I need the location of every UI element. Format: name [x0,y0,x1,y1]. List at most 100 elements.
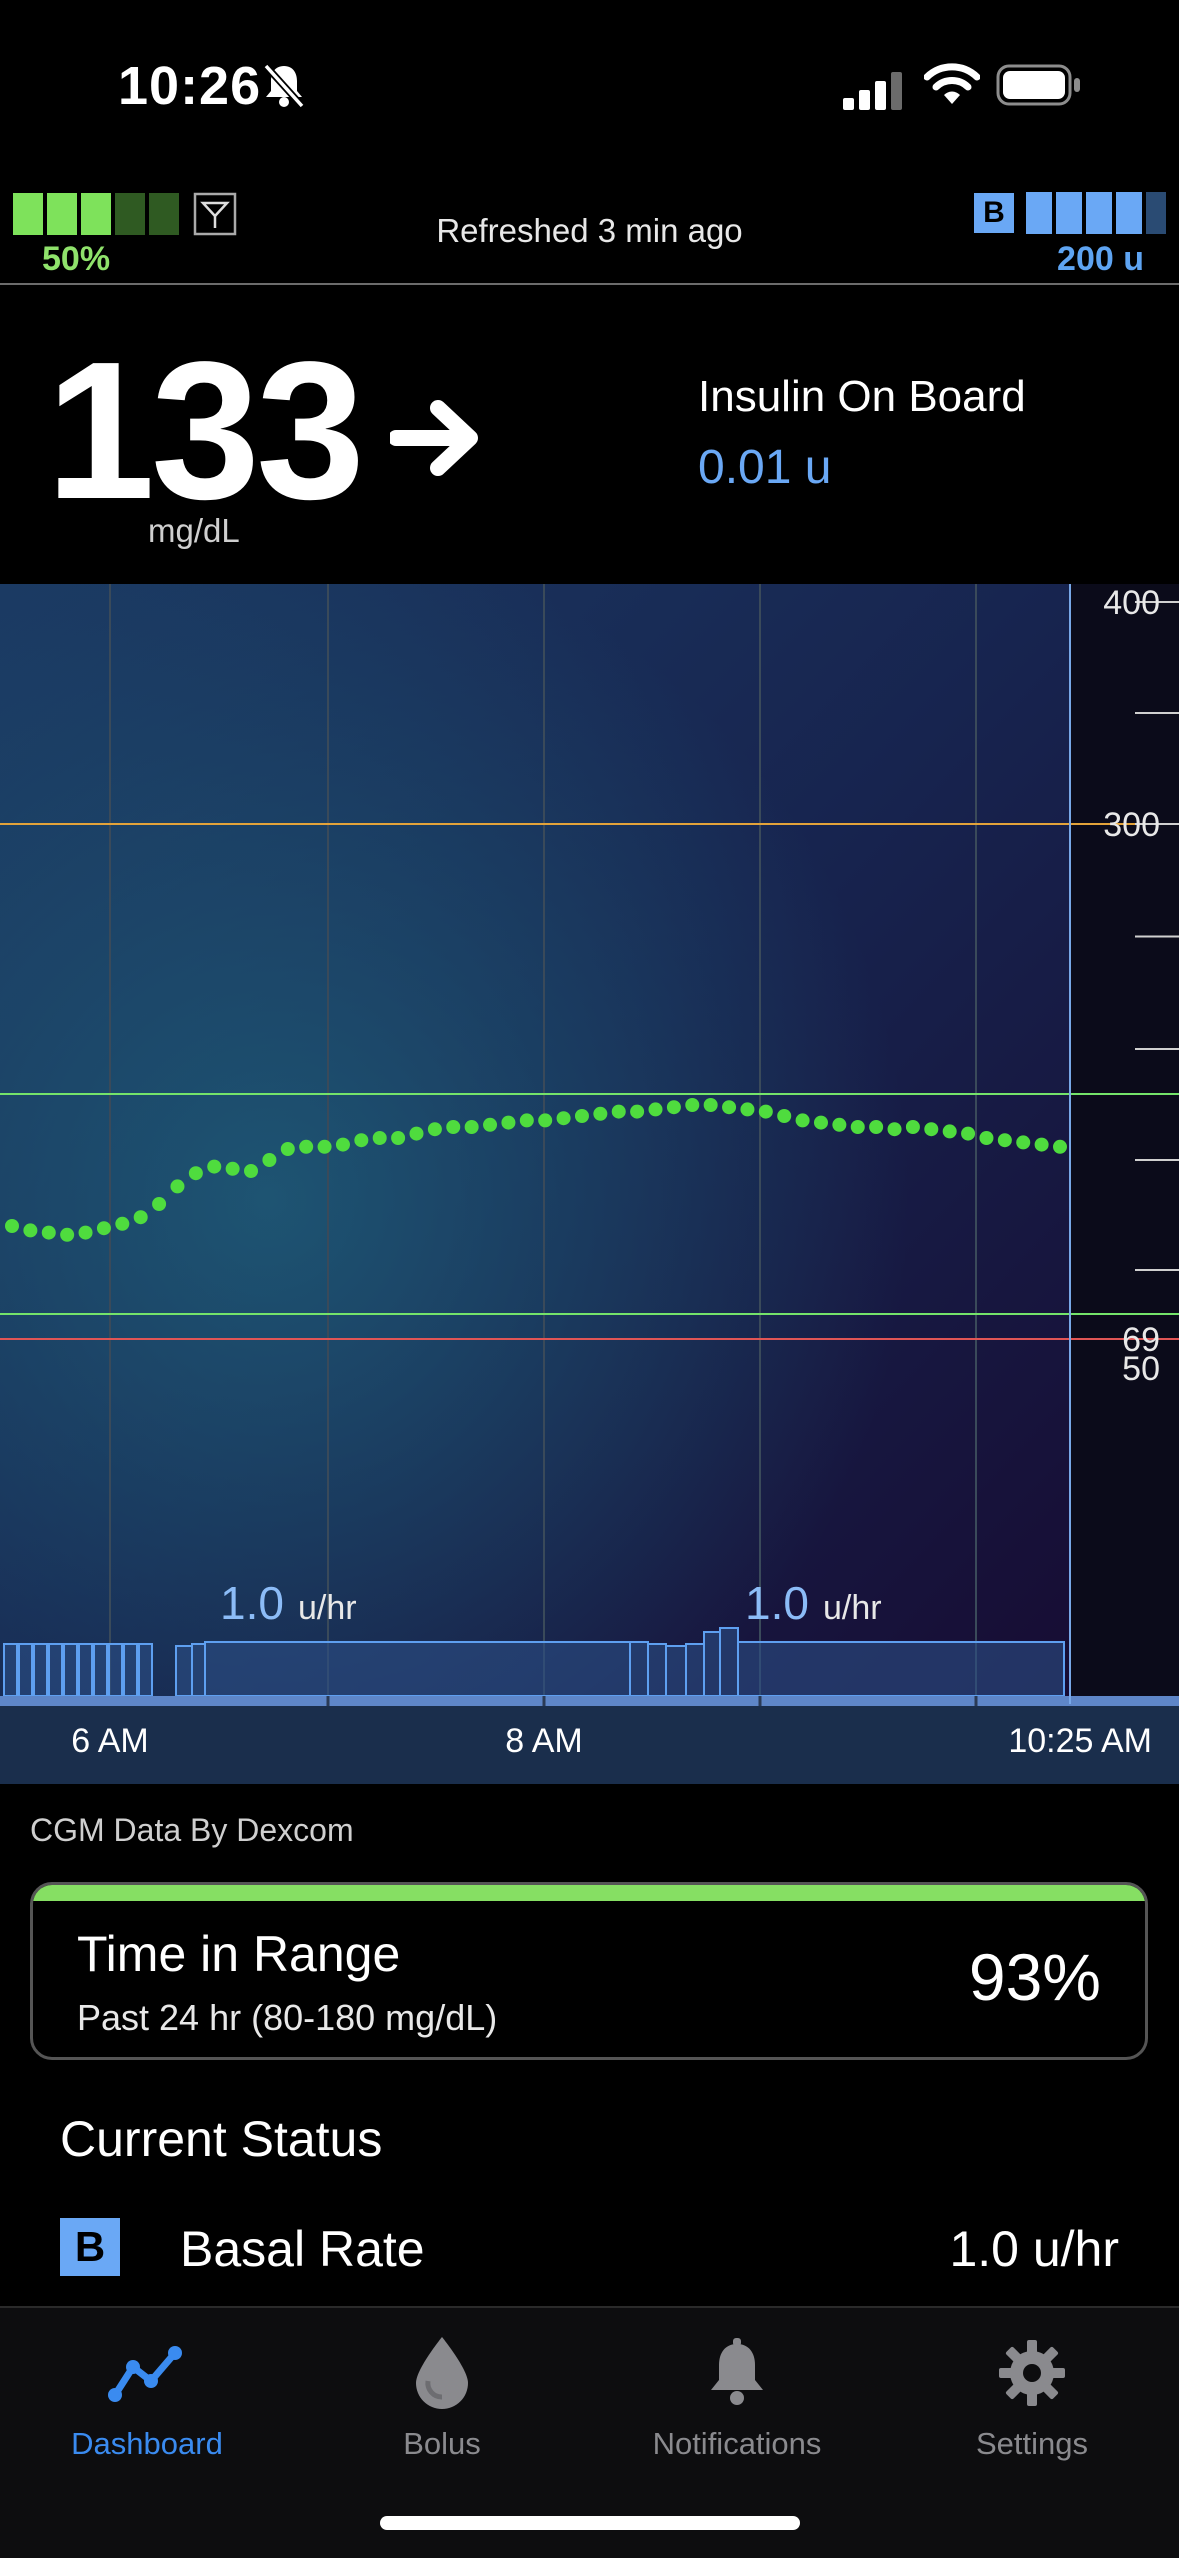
clock: 10:26 [118,56,262,116]
glucose-point [409,1126,424,1141]
x-tick-label: 6 AM [71,1722,148,1760]
glucose-point [740,1102,755,1117]
x-tick-label: 8 AM [505,1722,582,1760]
glucose-point [427,1122,442,1137]
basal-bar [3,1643,18,1697]
glucose-point [483,1117,498,1132]
cgm-source: CGM Data By Dexcom [30,1812,354,1848]
basal-bar [18,1643,33,1697]
x-tick-label: 10:25 AM [1008,1722,1152,1760]
glucose-point [207,1159,222,1174]
silent-bell-icon [263,63,305,109]
reservoir-units: 200 u [1057,240,1144,278]
glucose-point [574,1109,589,1123]
tab-notifications-label: Notifications [652,2426,822,2461]
glucose-point [961,1126,976,1141]
basal-bar [204,1641,631,1697]
basal-unit: u/hr [298,1589,357,1627]
glucose-point [115,1216,130,1231]
basal-label: 1.0 [745,1577,809,1629]
glucose-point [335,1137,350,1152]
tir-value: 93% [968,1940,1101,2014]
glucose-series [5,1098,1067,1242]
drop-icon [416,2337,468,2409]
glucose-point [924,1122,939,1137]
basal-bar [719,1627,739,1697]
glucose-point [170,1179,185,1194]
tab-settings[interactable]: Settings [885,2308,1179,2478]
glucose-point [997,1133,1012,1148]
glucose-point [317,1139,332,1154]
chart-x-axis: 6 AM 8 AM 10:25 AM [71,1696,1152,1760]
refreshed-status: Refreshed 3 min ago [436,212,743,249]
tab-bolus-label: Bolus [403,2426,481,2461]
glucose-point [648,1102,663,1117]
basal-bar [665,1645,687,1697]
basal-bar [703,1631,721,1697]
basal-bar [629,1641,649,1697]
time-in-range-card[interactable]: Time in Range Past 24 hr (80-180 mg/dL) … [30,1882,1148,2060]
glucose-point [501,1115,516,1130]
glucose-point [519,1113,534,1128]
glucose-point [262,1153,277,1167]
glucose-point [391,1131,406,1145]
glucose-point [722,1100,737,1115]
glucose-point [1016,1135,1031,1150]
chart-thresholds [0,823,1179,1340]
wifi-icon [924,63,980,104]
reservoir-indicator: B [974,192,1166,234]
header-divider [0,283,1179,285]
glucose-point [887,1122,902,1137]
basal-bar [685,1643,705,1697]
glucose-point [280,1142,295,1156]
basal-rate-value: 1.0 u/hr [949,2221,1119,2277]
glucose-units: mg/dL [148,512,240,549]
chart-gridlines [109,584,977,1704]
tab-notifications[interactable]: Notifications [590,2308,884,2478]
basal-bar [48,1643,63,1697]
glucose-point [372,1131,387,1145]
cell-signal-icon [843,72,902,110]
current-status-title: Current Status [60,2111,383,2167]
y-tick-label: 69 [1122,1321,1160,1359]
glucose-point [152,1197,167,1211]
basal-bar [78,1643,93,1697]
glucose-point [777,1109,792,1123]
glucose-point [41,1225,56,1240]
y-tick-label: 300 [1103,806,1160,844]
basal-bar [93,1643,108,1697]
tab-dashboard[interactable]: Dashboard [0,2308,294,2478]
tab-settings-label: Settings [975,2426,1088,2461]
y-tick-label: 50 [1122,1350,1160,1388]
tir-title: Time in Range [77,1926,401,1982]
basal-bar [737,1641,1065,1697]
glucose-point [905,1120,920,1134]
glucose-point [1053,1139,1067,1154]
glucose-point [23,1223,38,1238]
glucose-point [630,1104,645,1119]
basal-badge: B [974,193,1014,233]
glucose-point [60,1227,75,1242]
gear-icon [999,2340,1065,2406]
time-in-range-bar [33,1885,1145,1901]
glucose-point [78,1225,93,1240]
glucose-point [832,1117,847,1132]
pump-battery-percent: 50% [42,240,111,278]
tir-subtitle: Past 24 hr (80-180 mg/dL) [77,1997,498,2038]
chart-line-icon [108,2346,182,2402]
glucose-point [538,1113,553,1128]
arrow-right-icon [390,400,478,476]
basal-bar [33,1643,48,1697]
glucose-point [813,1115,828,1130]
glucose-point [1034,1137,1049,1152]
basal-bar [108,1643,123,1697]
signal-tower-icon [193,192,237,236]
bell-icon [711,2338,763,2405]
glucose-point [666,1100,681,1115]
y-tick-label: 400 [1103,584,1160,622]
tab-bolus[interactable]: Bolus [295,2308,589,2478]
pump-battery-indicator [13,192,237,236]
basal-baseline [0,1696,1179,1706]
